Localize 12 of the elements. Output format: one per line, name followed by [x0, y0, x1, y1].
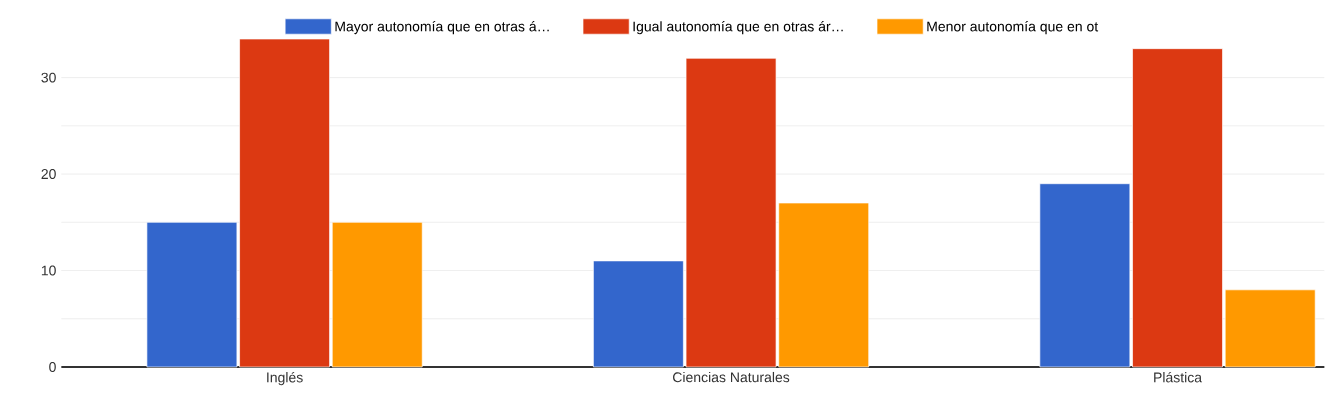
- legend-label: Igual autonomía que en otras ár…: [633, 20, 843, 35]
- y-tick-label: 10: [41, 265, 56, 276]
- bar: [1224, 289, 1316, 368]
- bar: [331, 221, 423, 368]
- x-tick-label: Plástica: [1154, 371, 1203, 383]
- y-tick-label: 30: [41, 72, 56, 83]
- legend-label: Menor autonomía que en ot: [927, 20, 1099, 35]
- y-tick-label: 0: [49, 362, 56, 372]
- legend-label: Mayor autonomía que en otras á…: [335, 20, 549, 35]
- x-tick-label: Inglés: [267, 371, 303, 386]
- x-tick-label: Ciencias Naturales: [673, 371, 790, 383]
- y-tick-label: 20: [41, 169, 56, 180]
